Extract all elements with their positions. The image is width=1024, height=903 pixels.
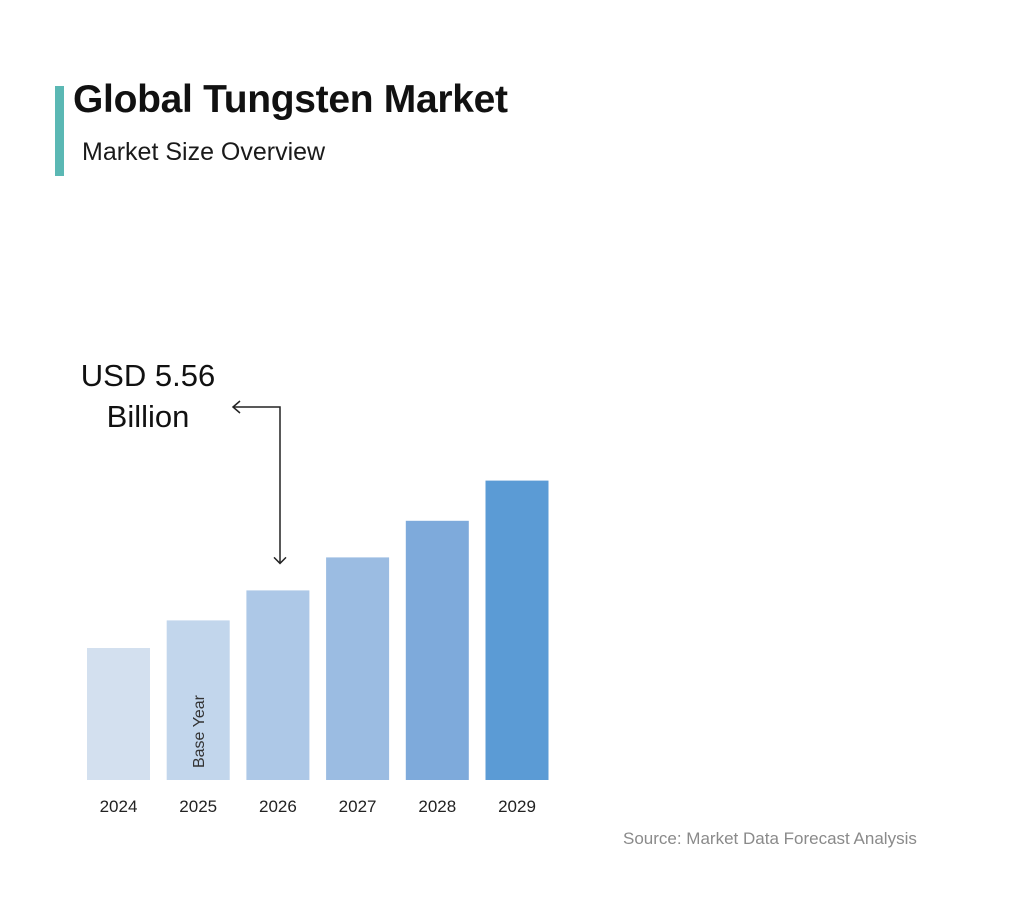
bar-2026 [246, 590, 310, 780]
source-note: Source: Market Data Forecast Analysis [623, 829, 917, 848]
x-tick-label-2024: 2024 [100, 797, 138, 816]
annotation-arrow-start-head [231, 400, 241, 414]
base-year-label: Base Year [191, 694, 208, 768]
annotation-value-line1: USD 5.56 [81, 358, 215, 393]
bar-2028 [405, 520, 469, 780]
x-tick-label-2026: 2026 [259, 797, 297, 816]
annotation-arrow [233, 406, 287, 565]
x-tick-label-2028: 2028 [418, 797, 456, 816]
bar-2024 [87, 648, 150, 780]
annotation-value-line2: Billion [107, 399, 190, 434]
x-tick-label-2029: 2029 [498, 797, 536, 816]
x-tick-label-2027: 2027 [339, 797, 377, 816]
page-title: Global Tungsten Market [73, 78, 508, 121]
x-tick-label-2025: 2025 [179, 797, 217, 816]
bar-2025 [166, 620, 230, 780]
title-accent-bar [55, 86, 64, 176]
page-subtitle: Market Size Overview [82, 138, 326, 166]
bar-2027 [326, 557, 390, 780]
bar-2029 [485, 480, 549, 780]
